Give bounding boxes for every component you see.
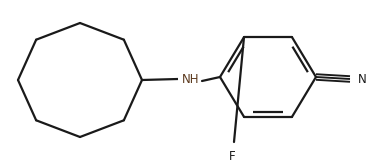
Text: N: N [358,72,367,86]
Text: NH: NH [182,72,200,86]
Text: F: F [229,150,235,163]
